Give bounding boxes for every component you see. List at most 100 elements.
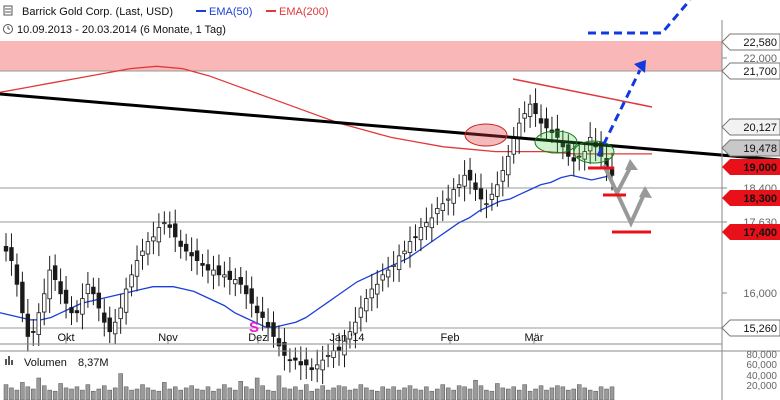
candle-body [233, 279, 238, 285]
target-markers [588, 166, 651, 234]
candle-body [467, 169, 473, 181]
bearish-projection [602, 159, 652, 228]
candle-body [385, 269, 391, 278]
volume-bar [112, 387, 118, 400]
volume-bar [178, 389, 183, 400]
candle-body [402, 250, 407, 255]
y-tick-box [722, 224, 780, 240]
bearish-arrowhead-2 [639, 186, 652, 198]
candle-body [47, 269, 52, 300]
volume-bar [145, 387, 151, 400]
volume-bar [418, 389, 424, 400]
volume-bar [587, 389, 593, 400]
volume-bar [380, 386, 385, 400]
candle-body [123, 288, 129, 313]
volume-bar [167, 388, 173, 400]
volume-bar [506, 388, 511, 400]
bearish-arrowhead-1 [625, 159, 638, 170]
candle-body [446, 198, 451, 201]
volume-bar [314, 388, 320, 400]
candle-body [183, 243, 189, 252]
candle-body [69, 307, 74, 314]
candle-body [42, 293, 47, 313]
candle-body [151, 236, 156, 242]
volume-bar [336, 385, 342, 400]
volume-bar [3, 384, 9, 400]
volume-bar [140, 384, 145, 400]
volume-bar [151, 389, 156, 400]
volume-bar [282, 387, 287, 400]
candle-body [571, 157, 576, 162]
candle-body [336, 346, 342, 352]
candle-body [145, 241, 151, 255]
volume-bar [20, 382, 25, 400]
volume-label: Volumen [24, 357, 67, 369]
volume-bar [74, 386, 80, 400]
candle-body [58, 281, 63, 295]
candle-body [205, 264, 211, 271]
y-tick-22580: 22,580 [721, 33, 780, 51]
volume-bar [478, 385, 484, 400]
volume-bar [238, 381, 244, 400]
volume-bar [80, 389, 85, 400]
candle-body [211, 269, 216, 276]
chart-menu-icon[interactable] [3, 5, 13, 16]
volume-bar [298, 389, 304, 400]
candle-body [511, 136, 516, 155]
volume-bar [424, 386, 429, 400]
volume-bar [456, 385, 462, 400]
volume-bar [462, 386, 467, 400]
volume-bar [560, 386, 566, 400]
candle-body [533, 103, 538, 115]
volume-bar [435, 388, 440, 400]
volume-y-tick-label: 40,000 [746, 371, 777, 382]
volume-bar [194, 388, 200, 400]
long-term-trendline [0, 92, 780, 162]
support-zone-ellipse-2 [573, 140, 615, 164]
candle-body [456, 184, 462, 188]
volume-bar [511, 386, 516, 400]
candle-body [544, 118, 549, 129]
candle-body [555, 128, 560, 138]
candle-body [102, 312, 107, 323]
candle-body [156, 227, 162, 243]
upper-target-path [588, 0, 692, 35]
candlestick-series [3, 88, 615, 385]
candle-body [364, 298, 369, 312]
y-tick-box [722, 190, 780, 206]
volume-bar [156, 390, 162, 400]
candle-body [3, 245, 9, 252]
volume-bar [205, 386, 211, 400]
candle-body [260, 311, 265, 318]
y-tick-box [721, 33, 780, 51]
candle-body [162, 222, 167, 225]
volume-bar [325, 389, 331, 400]
candle-body [129, 274, 134, 288]
candle-body [478, 188, 484, 200]
support-zone-ellipse-1 [534, 130, 578, 154]
volume-bar [538, 385, 544, 400]
volume-bar [227, 387, 233, 400]
candle-body [484, 203, 489, 206]
y-tick-16000: 16,000 [722, 288, 777, 300]
candle-body [20, 281, 25, 314]
candle-body [522, 113, 527, 119]
volume-bar [63, 387, 69, 400]
volume-bar [396, 389, 402, 400]
volume-bars [3, 373, 615, 400]
candle-body [173, 223, 178, 238]
volume-bar [233, 389, 238, 400]
volume-bar [555, 385, 560, 400]
short-term-resistance-line [512, 78, 653, 108]
volume-bar [85, 384, 91, 400]
candle-body [216, 265, 222, 276]
candle-body [167, 224, 172, 228]
volume-bar [211, 390, 216, 400]
sell-zone-ellipse [464, 123, 508, 147]
candle-body [582, 151, 587, 160]
y-tick-label: 21,700 [743, 66, 777, 78]
candle-body [107, 317, 112, 333]
ema50-line [0, 174, 613, 328]
candle-body [36, 312, 41, 335]
volume-bar [96, 388, 102, 400]
